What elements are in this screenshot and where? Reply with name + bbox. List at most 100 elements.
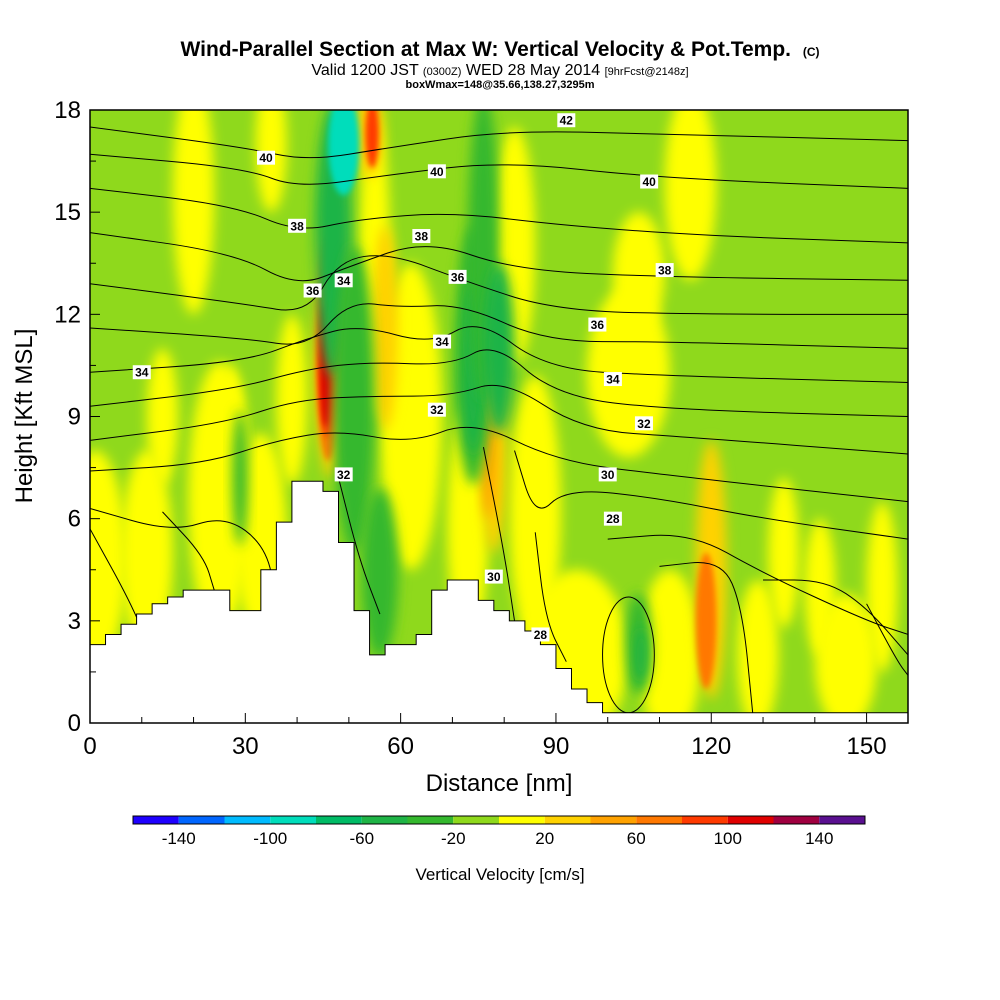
subtitle-forecast: [9hrFcst@2148z] (605, 66, 689, 78)
contour-label-text: 30 (487, 570, 501, 584)
contour-label-13: 42 (557, 113, 576, 128)
velocity-region-28 (372, 225, 399, 431)
contour-label-text: 40 (259, 151, 273, 165)
contour-label-text: 42 (560, 114, 574, 128)
contour-label-text: 32 (337, 468, 351, 482)
colorbar-swatch (499, 816, 545, 824)
colorbar-swatch (590, 816, 637, 824)
contour-label-text: 34 (135, 366, 149, 380)
velocity-region-37 (333, 246, 375, 553)
velocity-region-4 (146, 348, 179, 485)
colorbar-frame (132, 815, 866, 825)
theta-contour-18 (659, 562, 754, 713)
velocity-region-44 (636, 627, 647, 683)
contour-labels: 34 40 38 36 34 32 40 38 36 34 32 30 28 42 40 38 36 34 32 30… (132, 113, 674, 642)
y-tick-label: 12 (54, 301, 81, 328)
colorbar-swatch (636, 816, 682, 824)
theta-contour-5 (90, 303, 908, 349)
theta-contour-2 (90, 187, 908, 244)
y-tick-label: 15 (54, 199, 81, 226)
colorbar-swatch (133, 816, 179, 824)
velocity-region-38 (361, 488, 399, 659)
subtitle-utc: (0300Z) (423, 66, 462, 78)
subtitle-date: WED 28 May 2014 (466, 62, 600, 79)
contour-label-20: 28 (603, 511, 622, 526)
contour-label-text: 28 (606, 512, 620, 526)
velocity-region-13 (587, 287, 670, 458)
velocity-region-36 (328, 110, 360, 196)
velocity-region-6 (276, 314, 308, 485)
colorbar-swatch (270, 816, 316, 824)
contour-label-6: 40 (427, 164, 446, 179)
y-tick-label: 0 (68, 710, 81, 737)
x-tick-label: 60 (387, 733, 414, 760)
contour-label-text: 36 (451, 270, 465, 284)
theta-contour-10 (90, 507, 277, 601)
theta-contour-3 (90, 232, 908, 282)
velocity-region-42 (483, 263, 515, 434)
velocity-region-23 (866, 501, 898, 672)
contour-label-11: 30 (484, 569, 503, 584)
contour-label-text: 38 (290, 219, 304, 233)
contour-label-text: 40 (430, 165, 444, 179)
contour-label-9: 34 (433, 334, 452, 349)
theta-contour-8 (90, 384, 908, 455)
x-axis-label: Distance [nm] (426, 770, 573, 797)
contour-label-10: 32 (427, 402, 446, 417)
colorbar-label: Vertical Velocity [cm/s] (415, 865, 584, 884)
theta-contour-16 (162, 511, 215, 591)
y-tick-label: 9 (68, 404, 81, 431)
contour-label-4: 34 (334, 273, 353, 288)
y-axis-label: Height [Kft MSL] (11, 329, 38, 504)
velocity-region-21 (768, 477, 800, 628)
velocity-region-15 (638, 569, 701, 723)
colorbar-swatch (682, 816, 728, 824)
colorbar-tick-label: 20 (535, 829, 554, 848)
velocity-region-19 (664, 110, 717, 281)
colorbar: -140 -100 -60 -20 20 60 100 140 (132, 815, 866, 848)
x-tick-label: 90 (543, 733, 570, 760)
velocity-region-45 (232, 409, 248, 546)
colorbar-tick-label: -140 (162, 829, 196, 848)
contour-label-3: 36 (303, 283, 322, 298)
colorbar-swatch (407, 816, 454, 824)
chart-title-text: Wind-Parallel Section at Max W: Vertical… (180, 38, 791, 61)
colorbar-tick-label: 60 (627, 829, 646, 848)
colorbar-swatch (727, 816, 774, 824)
colorbar-swatch (544, 816, 591, 824)
contour-label-text: 34 (435, 335, 449, 349)
contour-label-text: 28 (534, 628, 548, 642)
colorbar-tick-label: 100 (714, 829, 742, 848)
contour-label-text: 36 (591, 318, 605, 332)
contour-label-18: 32 (634, 416, 653, 431)
velocity-region-8 (255, 110, 287, 213)
theta-contour-17 (607, 534, 908, 635)
contour-label-text: 32 (637, 417, 651, 431)
theta-contour-19 (763, 579, 908, 656)
contour-label-12: 28 (531, 627, 550, 642)
colorbar-swatch (178, 816, 225, 824)
theta-contour-13 (482, 447, 516, 621)
theta-contour-7 (90, 349, 908, 417)
contour-label-text: 40 (642, 175, 656, 189)
subtitle-valid: Valid 1200 JST (311, 62, 419, 79)
contour-label-text: 36 (306, 284, 320, 298)
contour-label-text: 32 (430, 403, 444, 417)
colorbar-tick-label: -60 (349, 829, 374, 848)
contour-label-text: 38 (415, 230, 429, 244)
colorbar-swatch (224, 816, 271, 824)
chart-subtitle-2: boxWmax=148@35.66,138.27,3295m (406, 79, 595, 91)
contour-label-5: 32 (334, 467, 353, 482)
x-tick-label: 120 (691, 733, 731, 760)
y-tick-label: 6 (68, 506, 81, 533)
velocity-region-22 (804, 518, 836, 655)
velocity-region-20 (612, 212, 665, 335)
velocity-region-0 (90, 450, 127, 669)
colorbar-swatch (819, 816, 865, 824)
contour-label-1: 40 (257, 150, 276, 165)
title-block: Wind-Parallel Section at Max W: Vertical… (180, 38, 819, 91)
colorbar-swatch (773, 816, 820, 824)
x-tick-label: 0 (83, 733, 96, 760)
